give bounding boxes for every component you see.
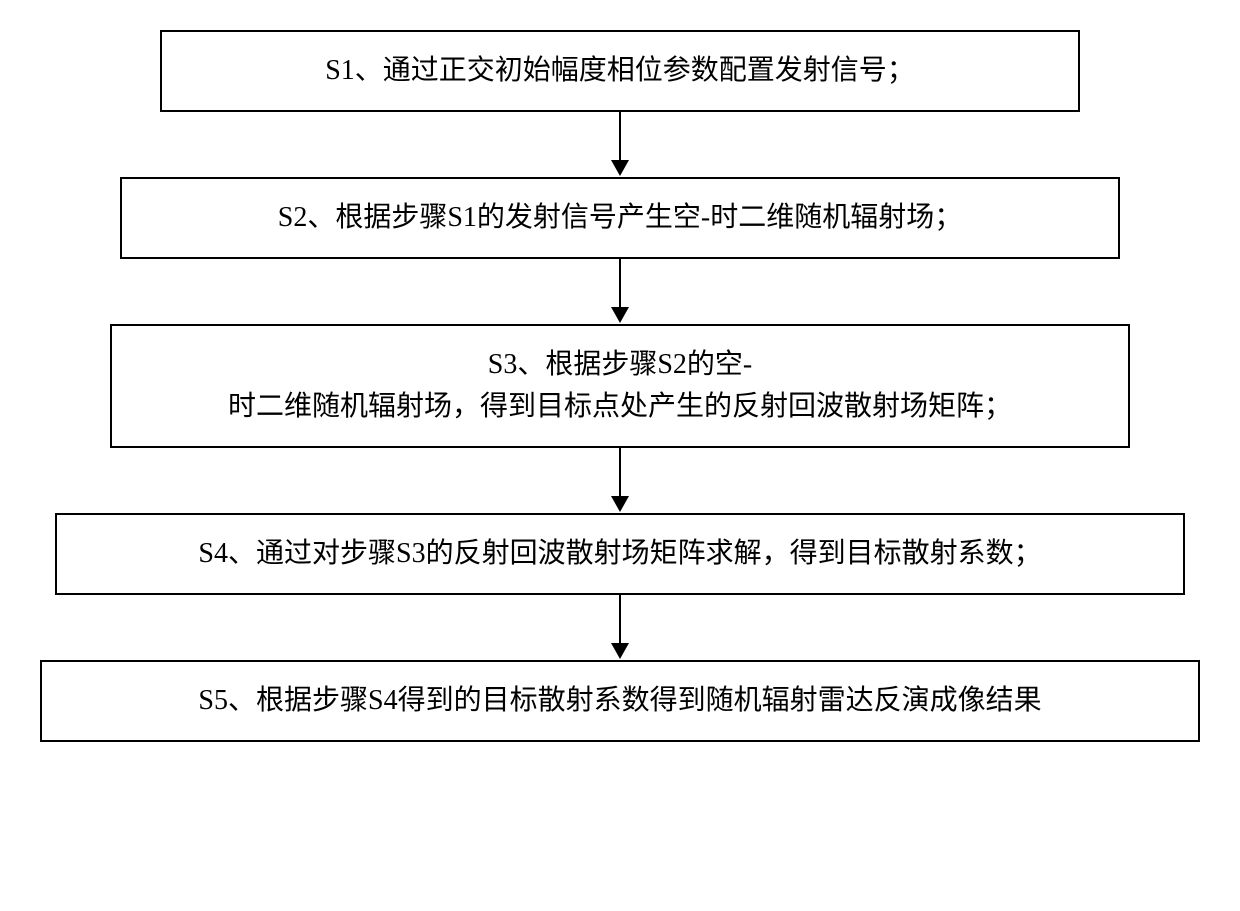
arrow-line-icon — [619, 112, 621, 160]
arrow-line-icon — [619, 448, 621, 496]
arrow-head-icon — [611, 307, 629, 323]
step-s2-box: S2、根据步骤S1的发射信号产生空-时二维随机辐射场； — [120, 177, 1120, 259]
arrow-head-icon — [611, 160, 629, 176]
step-s3-box: S3、根据步骤S2的空- 时二维随机辐射场，得到目标点处产生的反射回波散射场矩阵… — [110, 324, 1130, 448]
step-s1-label: S1、通过正交初始幅度相位参数配置发射信号； — [325, 55, 915, 86]
arrow-line-icon — [619, 259, 621, 307]
step-s5-box: S5、根据步骤S4得到的目标散射系数得到随机辐射雷达反演成像结果 — [40, 660, 1200, 742]
arrow-s1-s2 — [611, 112, 629, 177]
arrow-head-icon — [611, 496, 629, 512]
step-s5-label: S5、根据步骤S4得到的目标散射系数得到随机辐射雷达反演成像结果 — [198, 685, 1041, 716]
step-s4-label: S4、通过对步骤S3的反射回波散射场矩阵求解，得到目标散射系数； — [198, 538, 1041, 569]
arrow-s3-s4 — [611, 448, 629, 513]
arrow-line-icon — [619, 595, 621, 643]
arrow-head-icon — [611, 643, 629, 659]
step-s1-box: S1、通过正交初始幅度相位参数配置发射信号； — [160, 30, 1080, 112]
flowchart-container: S1、通过正交初始幅度相位参数配置发射信号； S2、根据步骤S1的发射信号产生空… — [0, 30, 1240, 742]
arrow-s4-s5 — [611, 595, 629, 660]
step-s2-label: S2、根据步骤S1的发射信号产生空-时二维随机辐射场； — [278, 202, 962, 233]
arrow-s2-s3 — [611, 259, 629, 324]
step-s4-box: S4、通过对步骤S3的反射回波散射场矩阵求解，得到目标散射系数； — [55, 513, 1185, 595]
step-s3-label-line1: S3、根据步骤S2的空- — [488, 349, 752, 380]
step-s3-label-line2: 时二维随机辐射场，得到目标点处产生的反射回波散射场矩阵； — [228, 391, 1012, 422]
